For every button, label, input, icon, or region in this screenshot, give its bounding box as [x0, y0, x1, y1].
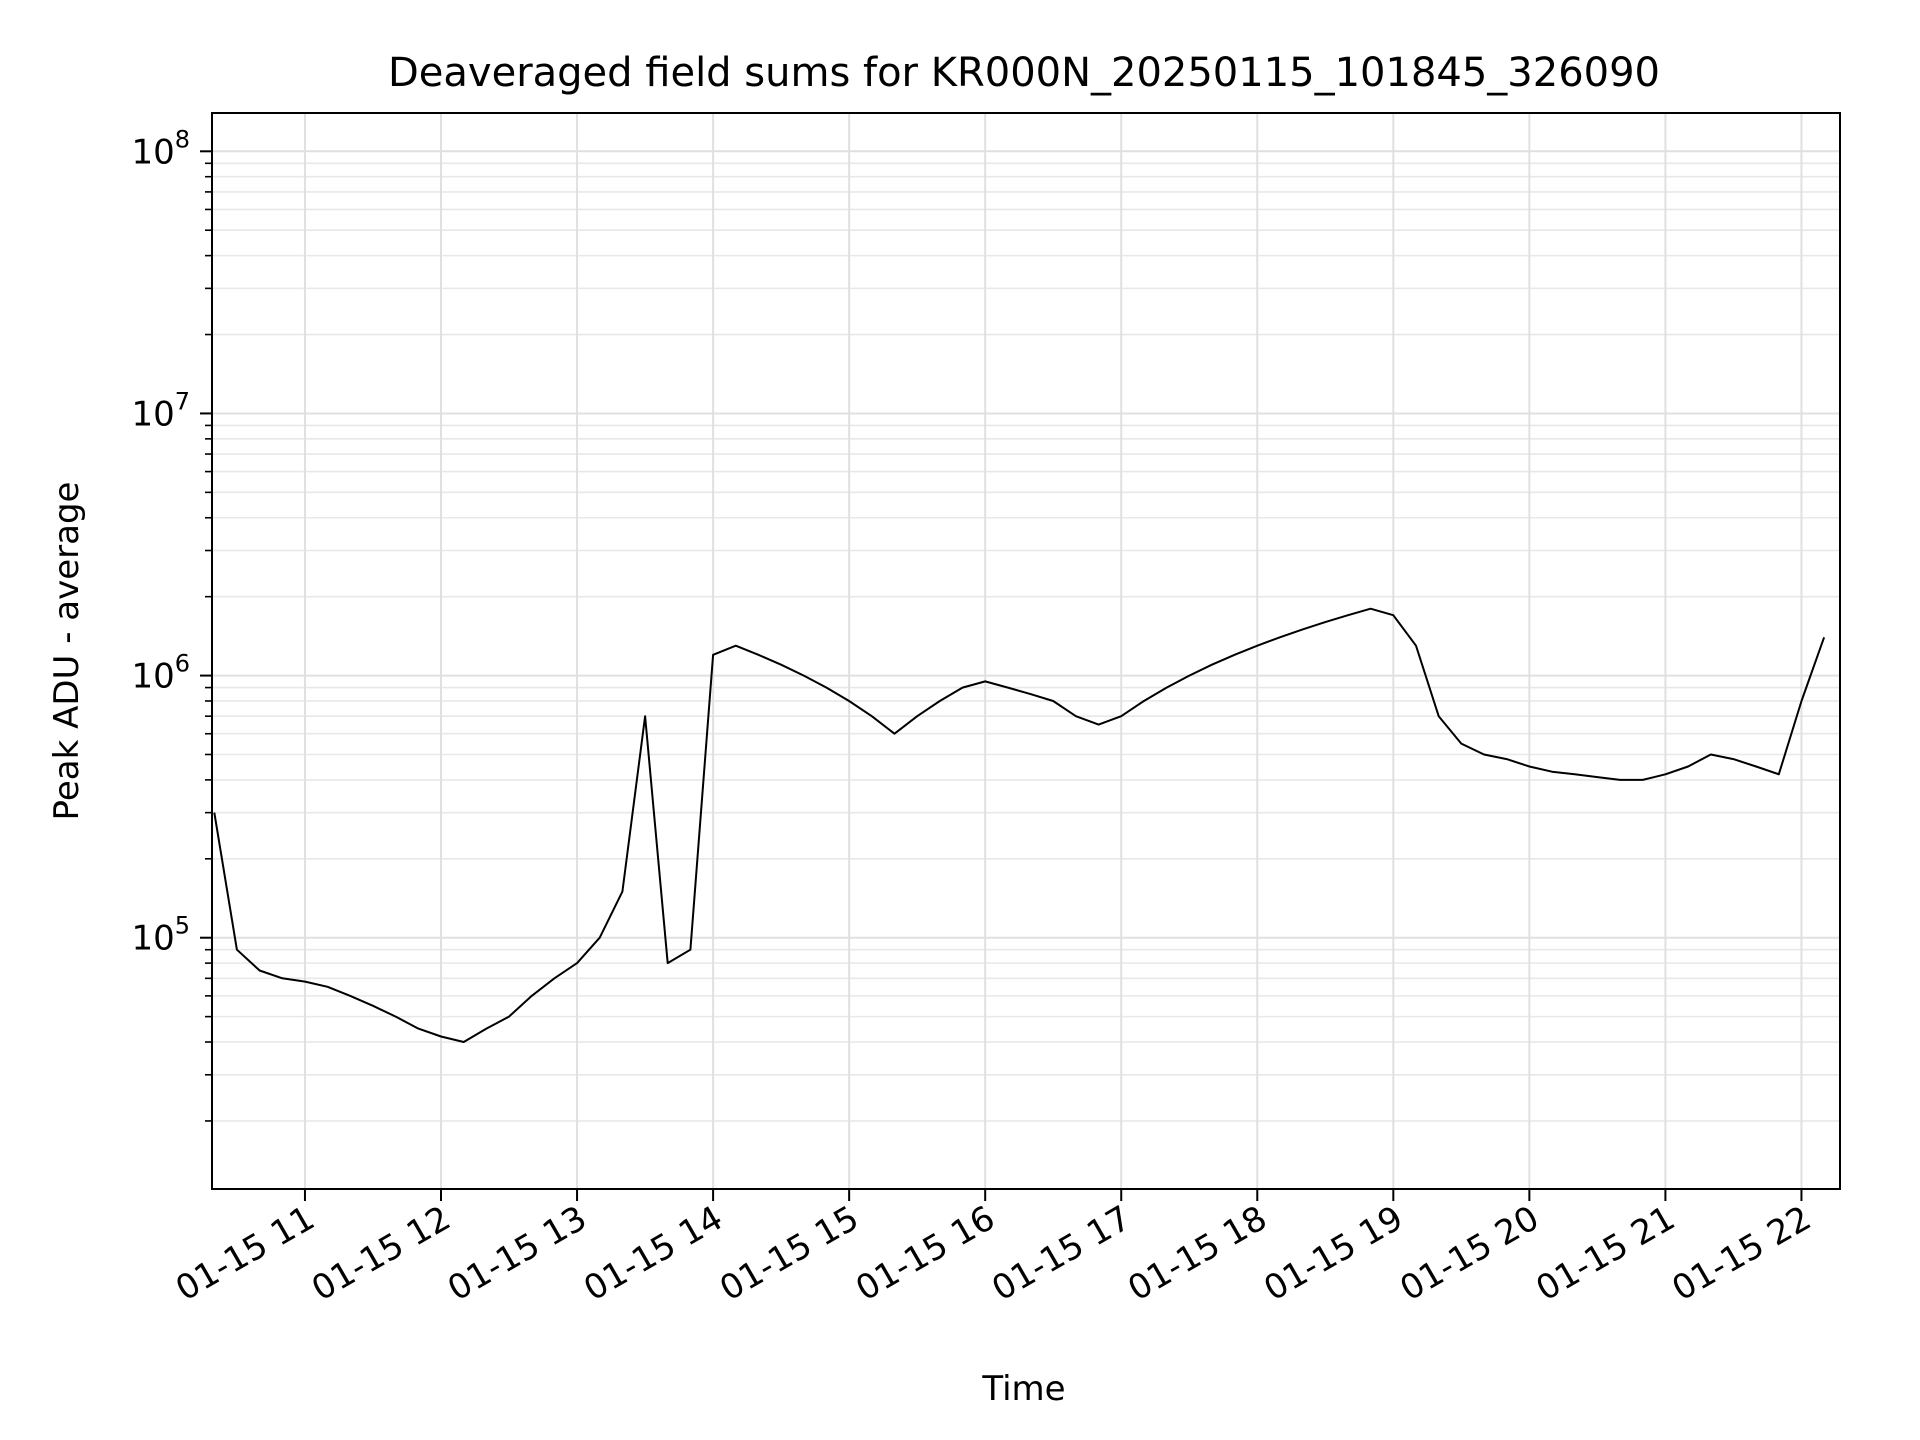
y-axis-label: Peak ADU - average — [47, 482, 87, 821]
chart-title: Deaveraged field sums for KR000N_2025011… — [388, 50, 1660, 96]
minor-gridlines — [212, 162, 1840, 1122]
y-tick-label: 107 — [131, 387, 190, 434]
y-axis-ticks: 105 106 107 108 — [131, 125, 212, 1122]
x-axis-label: Time — [981, 1369, 1065, 1409]
plot-frame — [211, 112, 1841, 1190]
series-line — [213, 607, 1826, 1043]
data-series — [213, 607, 1826, 1043]
major-gridlines — [212, 113, 1840, 1189]
y-tick-label: 106 — [131, 650, 190, 697]
y-tick-label: 108 — [131, 125, 190, 172]
y-tick-label: 105 — [131, 912, 190, 959]
